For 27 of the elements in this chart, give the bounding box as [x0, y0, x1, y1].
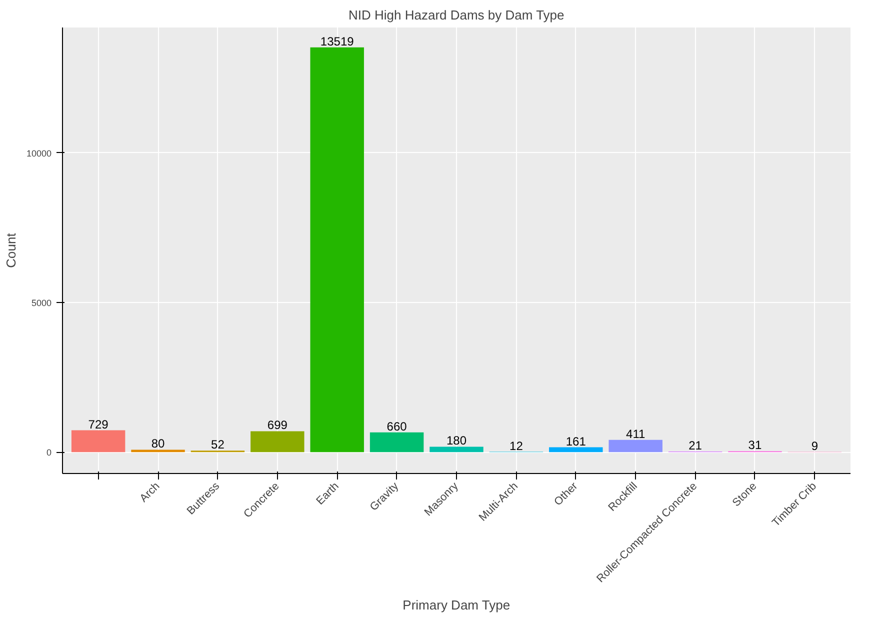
data-label: 13519: [320, 34, 354, 48]
chart-title: NID High Hazard Dams by Dam Type: [348, 8, 564, 22]
data-label: 52: [211, 438, 225, 452]
data-label: 9: [811, 438, 818, 453]
data-label: 161: [566, 434, 586, 448]
data-label: 21: [688, 438, 702, 452]
data-label: 80: [151, 436, 166, 451]
bar: [250, 431, 304, 452]
bar: [71, 430, 126, 452]
bar: [608, 440, 662, 452]
bar: [430, 446, 484, 452]
data-label: 411: [626, 426, 646, 441]
y-tick-label: 5000: [31, 298, 52, 308]
data-label: 12: [510, 438, 524, 453]
data-label: 699: [267, 418, 288, 432]
y-tick-label: 10000: [26, 148, 52, 158]
data-label: 660: [386, 419, 408, 434]
y-axis-title: Count: [3, 232, 18, 268]
y-tick-label: 0: [46, 448, 52, 458]
bar: [131, 450, 185, 452]
bar: [549, 447, 603, 452]
bar: [310, 47, 364, 452]
data-label: 729: [88, 417, 109, 432]
data-label: 31: [748, 438, 762, 452]
bar: [370, 432, 424, 452]
x-axis-title: Primary Dam Type: [402, 597, 510, 612]
data-label: 180: [446, 434, 467, 448]
